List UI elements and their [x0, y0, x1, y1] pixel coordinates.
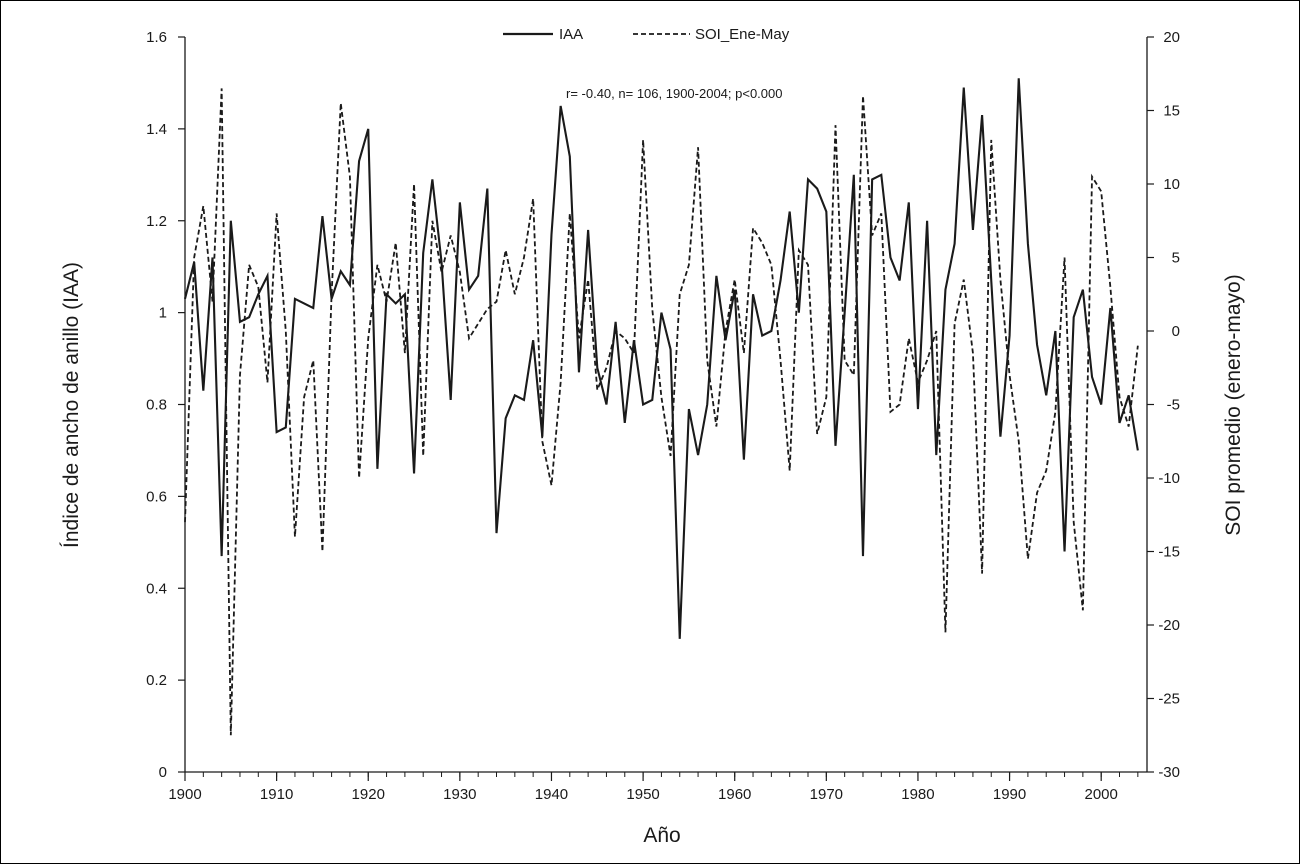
x-tick-label: 1910 — [260, 786, 293, 803]
right-tick-label: -15 — [1158, 544, 1180, 561]
right-tick-label: 15 — [1163, 103, 1180, 120]
x-tick-label: 2000 — [1085, 786, 1118, 803]
left-tick-label: 0 — [159, 764, 167, 781]
stats-annotation: r= -0.40, n= 106, 1900-2004; p<0.000 — [566, 86, 782, 101]
left-y-axis: 0 0.2 0.4 0.6 0.8 1 1.2 1.4 1.6 — [146, 29, 186, 781]
legend-label-iaa: IAA — [559, 26, 583, 43]
x-tick-label: 1980 — [901, 786, 934, 803]
left-tick-label: 0.2 — [146, 672, 167, 689]
x-tick-label: 1930 — [443, 786, 476, 803]
left-tick-label: 0.4 — [146, 580, 167, 597]
right-tick-label: 20 — [1163, 29, 1180, 46]
x-tick-label: 1940 — [535, 786, 568, 803]
right-tick-label: 5 — [1172, 250, 1180, 267]
left-tick-label: 1.2 — [146, 213, 167, 230]
series-line-iaa — [183, 78, 1139, 639]
x-tick-label: 1990 — [993, 786, 1026, 803]
x-tick-label: 1950 — [626, 786, 659, 803]
x-axis-title: Año — [643, 824, 680, 847]
left-axis-title: Índice de ancho de anillo (IAA) — [60, 262, 83, 548]
left-tick-label: 1.6 — [146, 29, 167, 46]
left-tick-label: 1 — [159, 305, 167, 322]
x-tick-label: 1920 — [352, 786, 385, 803]
left-tick-label: 0.8 — [146, 397, 167, 414]
right-tick-label: 10 — [1163, 176, 1180, 193]
right-tick-label: -30 — [1158, 764, 1180, 781]
right-y-axis: -30 -25 -20 -15 -10 -5 0 5 10 15 20 — [1146, 29, 1180, 781]
x-tick-label: 1960 — [718, 786, 751, 803]
x-tick-label: 1970 — [810, 786, 843, 803]
left-tick-label: 1.4 — [146, 121, 167, 138]
left-tick-label: 0.6 — [146, 488, 167, 505]
series-layer — [183, 78, 1139, 736]
right-tick-label: 0 — [1172, 323, 1180, 340]
right-tick-label: -25 — [1158, 691, 1180, 708]
right-tick-label: -10 — [1158, 470, 1180, 487]
legend: IAA SOI_Ene-May — [503, 26, 790, 43]
right-axis-title: SOI promedio (enero-mayo) — [1222, 274, 1245, 535]
x-axis: 1900 1910 1920 1930 1940 1950 1960 1970 1980 1990… — [168, 771, 1147, 803]
right-tick-label: -5 — [1167, 397, 1180, 414]
series-line-soi — [184, 88, 1139, 736]
right-tick-label: -20 — [1158, 617, 1180, 634]
x-tick-label: 1900 — [168, 786, 201, 803]
legend-label-soi: SOI_Ene-May — [695, 26, 790, 43]
